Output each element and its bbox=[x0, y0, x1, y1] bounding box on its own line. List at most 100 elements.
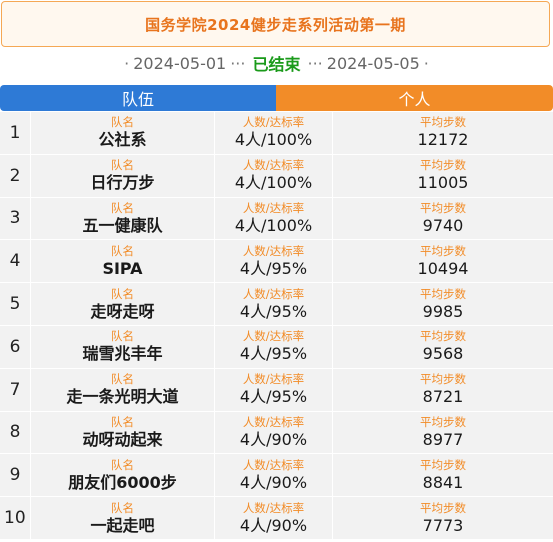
team-rate-label: 人数/达标率 bbox=[242, 158, 305, 173]
team-steps-cell: 平均步数 8721 bbox=[333, 368, 553, 411]
team-rate-label: 人数/达标率 bbox=[242, 286, 305, 301]
activity-status: 已结束 bbox=[252, 55, 301, 74]
team-ranking-list: 1 队名 公社系 人数/达标率 4人/100% 平均步数 12172 2 队名 日行万步 人数/达标… bbox=[0, 112, 553, 540]
team-steps-label: 平均步数 bbox=[420, 115, 466, 130]
team-row[interactable]: 8 队名 动呀动起来 人数/达标率 4人/90% 平均步数 8977 bbox=[0, 411, 553, 455]
team-rank: 3 bbox=[0, 197, 30, 240]
team-rate-label: 人数/达标率 bbox=[242, 372, 305, 387]
team-row[interactable]: 9 队名 朋友们6000步 人数/达标率 4人/90% 平均步数 8841 bbox=[0, 454, 553, 498]
team-rate-cell: 人数/达标率 4人/95% bbox=[215, 325, 332, 368]
team-row[interactable]: 7 队名 走一条光明大道 人数/达标率 4人/95% 平均步数 8721 bbox=[0, 368, 553, 412]
period-dot-right: · bbox=[423, 53, 429, 73]
team-steps-label: 平均步数 bbox=[420, 286, 466, 301]
team-row[interactable]: 3 队名 五一健康队 人数/达标率 4人/100% 平均步数 9740 bbox=[0, 197, 553, 241]
ranking-tabs: 队伍 个人 bbox=[0, 85, 553, 111]
team-avg-steps: 12172 bbox=[417, 130, 469, 150]
team-row[interactable]: 10 队名 一起走吧 人数/达标率 4人/90% 平均步数 7773 bbox=[0, 497, 553, 540]
team-name: 公社系 bbox=[98, 130, 147, 150]
team-name: 五一健康队 bbox=[82, 215, 163, 235]
team-name-label: 队名 bbox=[111, 457, 134, 472]
team-name-label: 队名 bbox=[111, 372, 134, 387]
team-name-cell: 队名 公社系 bbox=[31, 112, 214, 154]
activity-title: 国务学院2024健步走系列活动第一期 bbox=[145, 15, 406, 34]
team-rank: 2 bbox=[0, 154, 30, 197]
team-rate-label: 人数/达标率 bbox=[242, 115, 305, 130]
team-rate-cell: 人数/达标率 4人/90% bbox=[215, 454, 332, 497]
team-rank: 1 bbox=[0, 112, 30, 154]
team-steps-cell: 平均步数 11005 bbox=[333, 154, 553, 197]
team-name: 走一条光明大道 bbox=[66, 387, 179, 407]
team-name: 走呀走呀 bbox=[90, 301, 155, 321]
tab-team[interactable]: 队伍 bbox=[0, 85, 276, 111]
team-rate-label: 人数/达标率 bbox=[242, 414, 305, 429]
team-name-label: 队名 bbox=[111, 414, 134, 429]
team-steps-cell: 平均步数 9740 bbox=[333, 197, 553, 240]
team-steps-label: 平均步数 bbox=[420, 200, 466, 215]
team-steps-label: 平均步数 bbox=[420, 158, 466, 173]
team-steps-label: 平均步数 bbox=[420, 457, 466, 472]
team-name-label: 队名 bbox=[111, 158, 134, 173]
team-row[interactable]: 4 队名 SIPA 人数/达标率 4人/95% 平均步数 10494 bbox=[0, 240, 553, 284]
team-rank: 4 bbox=[0, 240, 30, 283]
team-rate-cell: 人数/达标率 4人/95% bbox=[215, 283, 332, 325]
team-rate-label: 人数/达标率 bbox=[242, 457, 305, 472]
team-avg-steps: 7773 bbox=[422, 515, 464, 535]
team-rate: 4人/100% bbox=[234, 215, 313, 235]
period-end-date: 2024-05-05 bbox=[326, 53, 420, 73]
team-rate: 4人/100% bbox=[234, 130, 313, 150]
team-name: 瑞雪兆丰年 bbox=[82, 344, 163, 364]
team-rate-cell: 人数/达标率 4人/95% bbox=[215, 368, 332, 411]
team-row[interactable]: 5 队名 走呀走呀 人数/达标率 4人/95% 平均步数 9985 bbox=[0, 283, 553, 326]
team-name-label: 队名 bbox=[111, 329, 134, 344]
team-name-cell: 队名 走一条光明大道 bbox=[31, 368, 214, 411]
team-name: 朋友们6000步 bbox=[68, 472, 177, 492]
team-rate-label: 人数/达标率 bbox=[242, 243, 305, 258]
team-steps-cell: 平均步数 9568 bbox=[333, 325, 553, 368]
team-name-cell: 队名 瑞雪兆丰年 bbox=[31, 325, 214, 368]
team-rank: 6 bbox=[0, 325, 30, 368]
team-rank: 10 bbox=[0, 497, 30, 539]
team-steps-cell: 平均步数 12172 bbox=[333, 112, 553, 154]
team-rank: 7 bbox=[0, 368, 30, 411]
team-name-cell: 队名 五一健康队 bbox=[31, 197, 214, 240]
team-rate-cell: 人数/达标率 4人/90% bbox=[215, 497, 332, 539]
team-rate-cell: 人数/达标率 4人/100% bbox=[215, 154, 332, 197]
period-dot-left: · bbox=[124, 53, 130, 73]
team-rank: 8 bbox=[0, 411, 30, 454]
team-name-cell: 队名 SIPA bbox=[31, 240, 214, 283]
team-avg-steps: 8841 bbox=[422, 472, 464, 492]
team-name-cell: 队名 走呀走呀 bbox=[31, 283, 214, 325]
team-name-cell: 队名 一起走吧 bbox=[31, 497, 214, 539]
team-row[interactable]: 1 队名 公社系 人数/达标率 4人/100% 平均步数 12172 bbox=[0, 112, 553, 155]
team-row[interactable]: 6 队名 瑞雪兆丰年 人数/达标率 4人/95% 平均步数 9568 bbox=[0, 325, 553, 369]
team-rate: 4人/95% bbox=[239, 387, 308, 407]
team-name-cell: 队名 动呀动起来 bbox=[31, 411, 214, 454]
team-name: 日行万步 bbox=[90, 173, 155, 193]
period-ellipsis-left: ··· bbox=[230, 53, 246, 73]
team-rate-cell: 人数/达标率 4人/90% bbox=[215, 411, 332, 454]
team-avg-steps: 11005 bbox=[417, 173, 469, 193]
team-rate-cell: 人数/达标率 4人/100% bbox=[215, 197, 332, 240]
tab-individual[interactable]: 个人 bbox=[276, 85, 553, 111]
team-steps-label: 平均步数 bbox=[420, 500, 466, 515]
team-rate: 4人/95% bbox=[239, 301, 308, 321]
activity-title-banner: 国务学院2024健步走系列活动第一期 bbox=[1, 1, 550, 47]
period-start-date: 2024-05-01 bbox=[133, 53, 227, 73]
team-avg-steps: 10494 bbox=[417, 258, 469, 278]
team-name-label: 队名 bbox=[111, 200, 134, 215]
team-rate: 4人/90% bbox=[239, 429, 308, 449]
team-row[interactable]: 2 队名 日行万步 人数/达标率 4人/100% 平均步数 11005 bbox=[0, 154, 553, 198]
team-rate-cell: 人数/达标率 4人/100% bbox=[215, 112, 332, 154]
team-name: SIPA bbox=[102, 258, 143, 278]
team-name-label: 队名 bbox=[111, 243, 134, 258]
team-name-cell: 队名 日行万步 bbox=[31, 154, 214, 197]
team-avg-steps: 9568 bbox=[422, 344, 464, 364]
team-avg-steps: 8721 bbox=[422, 387, 464, 407]
team-steps-cell: 平均步数 8841 bbox=[333, 454, 553, 497]
team-steps-cell: 平均步数 7773 bbox=[333, 497, 553, 539]
team-steps-cell: 平均步数 10494 bbox=[333, 240, 553, 283]
team-steps-label: 平均步数 bbox=[420, 372, 466, 387]
team-name: 一起走吧 bbox=[90, 515, 155, 535]
period-ellipsis-right: ··· bbox=[307, 53, 323, 73]
team-rate: 4人/95% bbox=[239, 258, 308, 278]
